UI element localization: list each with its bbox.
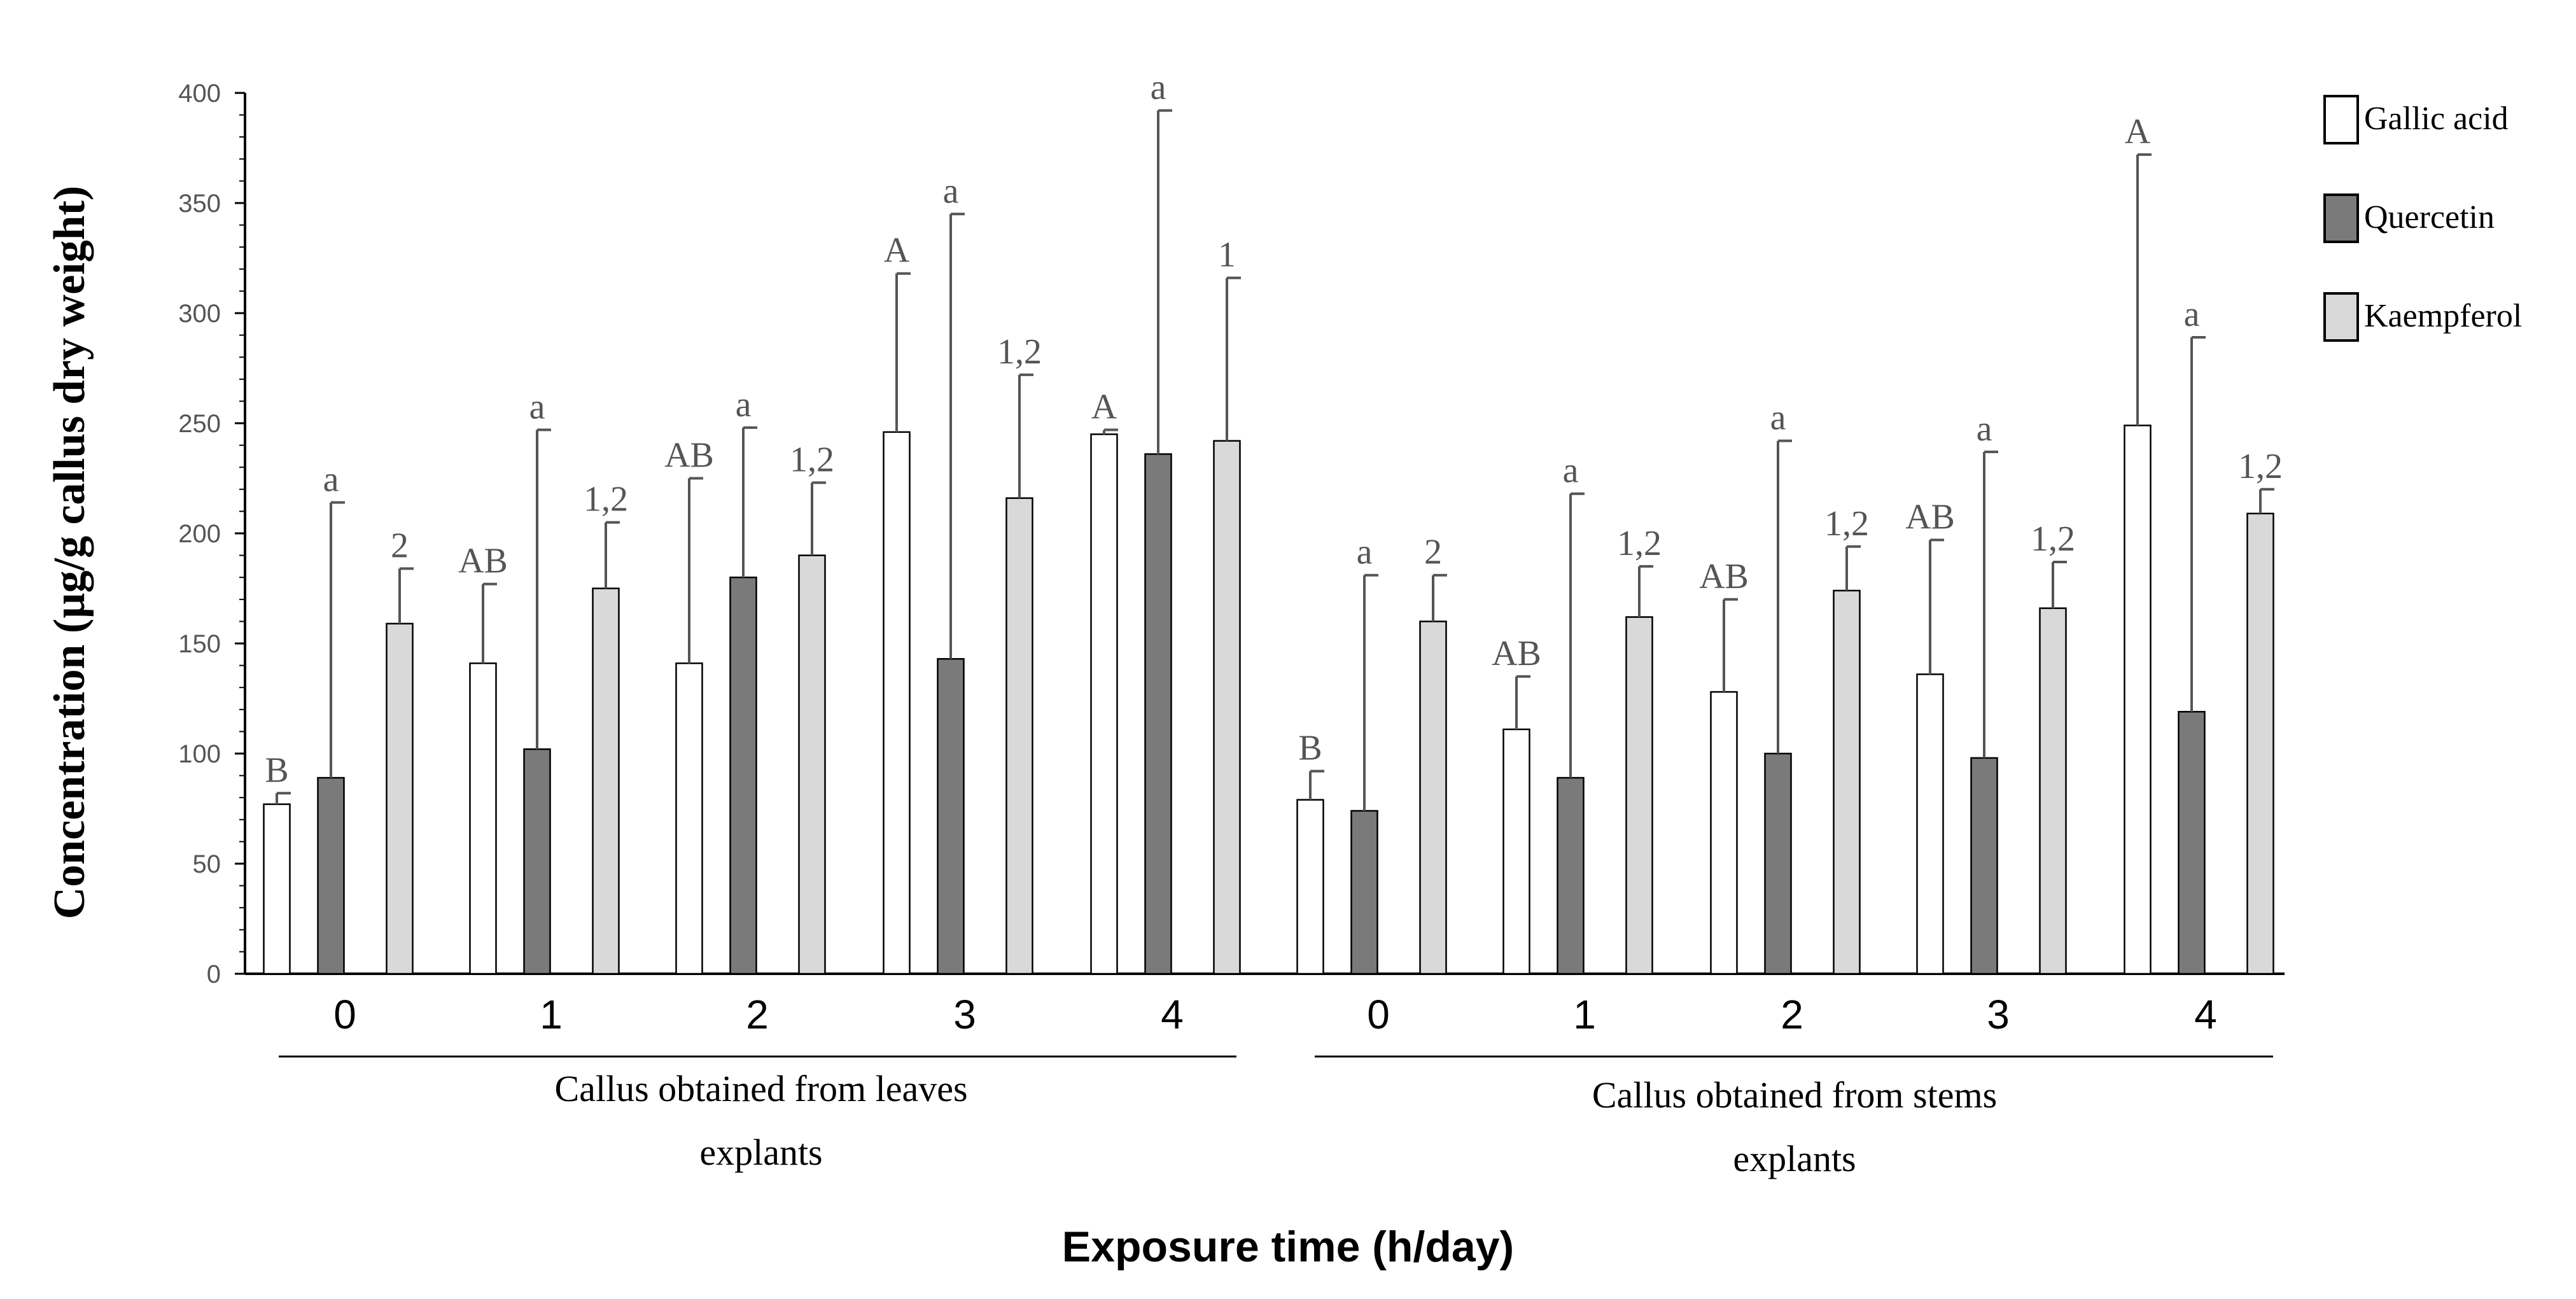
- significance-letter: a: [1977, 409, 1992, 449]
- legend-label: Kaempferol: [2364, 298, 2522, 334]
- category-label: 4: [2194, 992, 2217, 1037]
- legend-swatch-gallic-acid: [2323, 95, 2359, 144]
- y-tick-label: 200: [178, 520, 221, 548]
- significance-letter: a: [1563, 451, 1579, 491]
- bar-kaempferol: [1625, 616, 1653, 975]
- group-label-line1: Callus obtained from leaves: [554, 1068, 967, 1109]
- bar-gallic-acid: [2124, 425, 2152, 975]
- significance-letter: 1,2: [2238, 447, 2283, 486]
- legend-swatch-quercetin: [2323, 193, 2359, 243]
- bar-quercetin: [729, 576, 757, 975]
- y-tick-label: 150: [178, 630, 221, 658]
- bar-kaempferol: [1005, 497, 1033, 975]
- category-label: 2: [746, 992, 769, 1037]
- category-label: 3: [953, 992, 976, 1037]
- y-axis-label: Concentration (µg/g callus dry weight): [45, 186, 94, 919]
- y-tick-label: 350: [178, 190, 221, 218]
- bar-gallic-acid: [263, 803, 291, 975]
- bar-quercetin: [317, 776, 345, 975]
- significance-letter: a: [2184, 295, 2200, 334]
- bar-quercetin: [1557, 776, 1585, 975]
- category-label: 4: [1161, 992, 1184, 1037]
- bar-kaempferol: [1419, 621, 1447, 975]
- significance-letter: a: [943, 171, 959, 211]
- significance-letter: 1,2: [584, 480, 628, 519]
- category-label: 3: [1987, 992, 2010, 1037]
- y-tick-label: 0: [207, 960, 221, 988]
- bar-quercetin: [523, 748, 551, 975]
- significance-letter: a: [1357, 533, 1373, 572]
- significance-letter: A: [1091, 387, 1117, 426]
- bar-kaempferol: [386, 622, 414, 975]
- significance-letter: 1: [1218, 235, 1236, 275]
- category-label: 0: [1367, 992, 1390, 1037]
- bar-kaempferol: [2039, 607, 2067, 975]
- bar-gallic-acid: [469, 662, 497, 975]
- legend-label: Gallic acid: [2364, 101, 2509, 137]
- y-tick-label: 50: [193, 850, 221, 878]
- significance-letter: 2: [1424, 533, 1442, 572]
- bar-kaempferol: [1833, 589, 1861, 975]
- significance-letter: AB: [664, 436, 714, 475]
- bar-quercetin: [1350, 810, 1378, 975]
- bar-gallic-acid: [1502, 728, 1530, 975]
- significance-letter: a: [1770, 398, 1786, 438]
- y-tick-label: 300: [178, 300, 221, 328]
- significance-letter: AB: [1905, 497, 1955, 537]
- significance-letter: a: [1151, 68, 1166, 108]
- bar-kaempferol: [1213, 440, 1241, 975]
- category-label: 0: [333, 992, 356, 1037]
- bar-kaempferol: [798, 554, 826, 975]
- bars: [263, 109, 2274, 975]
- significance-letter: AB: [1699, 557, 1749, 596]
- significance-letter: 1,2: [1617, 524, 1662, 563]
- bar-quercetin: [1144, 453, 1172, 975]
- bar-quercetin: [1970, 757, 1998, 975]
- category-label: 1: [540, 992, 563, 1037]
- significance-letter: 2: [391, 526, 409, 565]
- y-tick-label: 100: [178, 740, 221, 768]
- bar-gallic-acid: [1090, 433, 1118, 975]
- bar-gallic-acid: [675, 662, 703, 975]
- significance-letter: B: [265, 750, 288, 790]
- significance-letter: a: [736, 385, 752, 425]
- significance-letter: a: [529, 387, 545, 426]
- significance-letter: 1,2: [997, 332, 1042, 372]
- legend-swatch-kaempferol: [2323, 292, 2359, 342]
- bar-gallic-acid: [1710, 691, 1738, 975]
- significance-letter: 1,2: [790, 440, 834, 479]
- bar-gallic-acid: [883, 431, 911, 975]
- group-label-line1: Callus obtained from stems: [1592, 1074, 1997, 1116]
- group-label-line2: explants: [1733, 1138, 1856, 1179]
- y-tick-label: 250: [178, 410, 221, 438]
- bar-gallic-acid: [1296, 799, 1324, 975]
- significance-letter: A: [2125, 112, 2151, 151]
- x-axis-label: Exposure time (h/day): [1062, 1223, 1514, 1271]
- significance-letter: 1,2: [2031, 519, 2075, 559]
- significance-letter: B: [1298, 729, 1322, 768]
- bar-kaempferol: [2246, 512, 2274, 975]
- bar-kaempferol: [592, 587, 620, 975]
- bar-gallic-acid: [1916, 673, 1944, 975]
- legend: Gallic acid Quercetin Kaempferol: [2323, 95, 2522, 342]
- bar-quercetin: [2178, 711, 2206, 975]
- category-label: 2: [1781, 992, 1803, 1037]
- bar-quercetin: [937, 657, 965, 975]
- bar-quercetin: [1764, 752, 1792, 975]
- significance-letter: A: [884, 231, 910, 270]
- significance-letter: AB: [1492, 634, 1541, 673]
- y-tick-label: 400: [178, 80, 221, 108]
- group-label-line2: explants: [699, 1132, 822, 1173]
- significance-letter: AB: [458, 542, 508, 581]
- significance-letter: 1,2: [1824, 504, 1869, 544]
- significance-letter: a: [323, 460, 339, 500]
- category-label: 1: [1573, 992, 1596, 1037]
- legend-label: Quercetin: [2364, 199, 2495, 235]
